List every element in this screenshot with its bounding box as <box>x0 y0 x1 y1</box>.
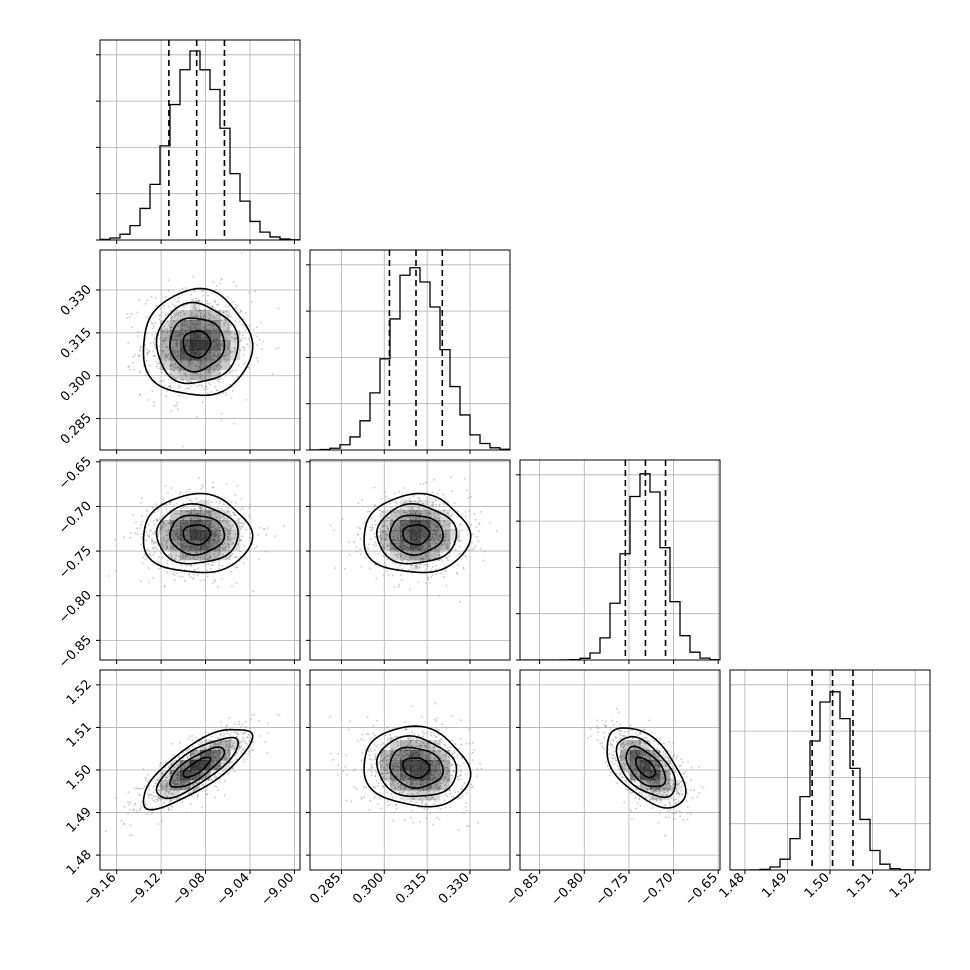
contour-2 <box>155 502 239 565</box>
x-tick-label-2-3: −0.70 <box>638 870 677 909</box>
histogram-steps <box>100 50 300 240</box>
histogram-panel-3 <box>729 669 931 874</box>
contour-3 <box>363 492 472 574</box>
contour-1 <box>169 746 226 788</box>
histogram-panel-0 <box>96 39 301 244</box>
y-tick-label-3-3: 1.51 <box>64 720 95 751</box>
x-tick-label-0-3: −9.04 <box>214 870 253 909</box>
contour-1 <box>389 746 444 789</box>
panel-frame <box>309 249 511 451</box>
x-tick-label-2-1: −0.80 <box>548 870 587 909</box>
density-panel-0-3 <box>96 669 301 874</box>
contour-0 <box>402 524 431 546</box>
contour-3 <box>142 492 254 574</box>
y-tick-label-2-1: −0.80 <box>56 588 95 627</box>
x-tick-label-2-2: −0.75 <box>593 870 632 909</box>
y-tick-label-2-3: −0.70 <box>56 499 95 538</box>
y-tick-label-3-4: 1.52 <box>64 677 95 708</box>
x-tick-label-3-2: 1.50 <box>802 870 833 901</box>
histogram-steps <box>520 473 720 660</box>
y-tick-label-1-0: 0.285 <box>58 411 95 448</box>
x-tick-label-1-3: 0.330 <box>436 870 473 907</box>
x-tick-label-3-3: 1.51 <box>844 870 875 901</box>
y-tick-label-3-0: 1.48 <box>64 847 95 878</box>
x-tick-label-1-1: 0.300 <box>350 870 387 907</box>
density-blocks <box>160 300 241 381</box>
panel-frame <box>99 459 301 661</box>
contour-0 <box>402 757 431 779</box>
histogram-panel-1 <box>306 249 511 454</box>
density-panel-0-1 <box>96 249 301 454</box>
panel-frame <box>309 459 511 661</box>
contour-3 <box>606 727 687 809</box>
panel-frame <box>519 459 721 661</box>
histogram-steps <box>730 691 930 870</box>
contour-3 <box>142 728 254 811</box>
x-tick-label-3-4: 1.52 <box>887 870 918 901</box>
x-tick-label-2-4: −0.65 <box>682 870 721 909</box>
density-panel-1-2 <box>306 459 511 664</box>
contour-0 <box>635 756 657 779</box>
histogram-panel-2 <box>516 459 721 664</box>
y-tick-label-2-0: −0.85 <box>56 633 95 672</box>
contour-0 <box>182 756 212 779</box>
x-tick-label-0-0: −9.16 <box>81 870 120 909</box>
density-panel-2-3 <box>516 669 721 874</box>
contour-2 <box>376 735 458 798</box>
density-panel-0-2 <box>96 459 301 664</box>
contour-2 <box>376 502 458 565</box>
x-tick-label-3-0: 1.48 <box>717 870 748 901</box>
y-tick-label-2-4: −0.65 <box>56 454 95 493</box>
x-tick-label-3-1: 1.49 <box>759 870 790 901</box>
panel-frame <box>99 39 301 241</box>
x-tick-label-0-4: −9.00 <box>258 870 297 909</box>
y-tick-label-3-1: 1.49 <box>64 805 95 836</box>
y-tick-label-1-3: 0.330 <box>58 282 95 319</box>
contour-0 <box>182 524 212 546</box>
density-panel-1-3 <box>306 669 511 874</box>
y-tick-label-3-2: 1.50 <box>64 762 95 793</box>
contour-1 <box>169 317 226 373</box>
panel-frame <box>99 249 301 451</box>
y-tick-label-2-2: −0.75 <box>56 543 95 582</box>
x-tick-label-1-2: 0.315 <box>393 870 430 907</box>
x-tick-label-2-0: −0.85 <box>504 870 543 909</box>
contour-2 <box>155 736 239 800</box>
contour-3 <box>363 725 472 808</box>
contour-3 <box>142 287 254 397</box>
contour-1 <box>625 745 667 788</box>
histogram-steps <box>310 267 510 450</box>
y-tick-label-1-1: 0.300 <box>58 368 95 405</box>
contour-2 <box>155 301 239 385</box>
contour-1 <box>169 514 226 556</box>
x-tick-label-0-2: −9.08 <box>170 870 209 909</box>
x-tick-label-1-0: 0.285 <box>307 870 344 907</box>
contour-2 <box>615 735 677 799</box>
x-tick-label-0-1: −9.12 <box>125 870 164 909</box>
contour-1 <box>389 514 444 556</box>
contour-0 <box>182 330 212 359</box>
y-tick-label-1-2: 0.315 <box>58 325 95 362</box>
